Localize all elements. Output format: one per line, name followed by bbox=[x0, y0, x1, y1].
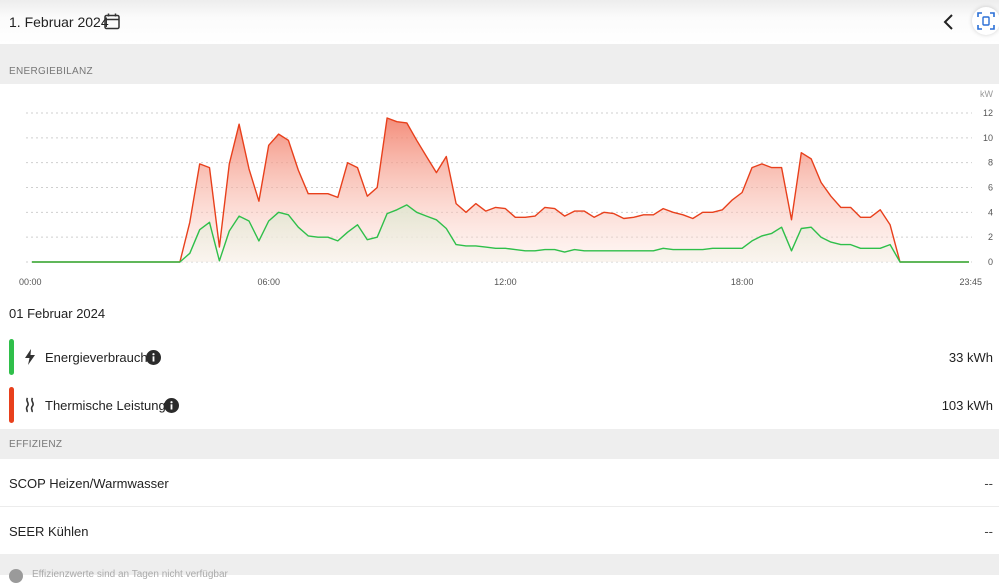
y-tick-label: 12 bbox=[983, 108, 993, 118]
x-tick-label: 23:45 bbox=[959, 277, 982, 287]
info-icon bbox=[9, 569, 23, 583]
consumption-label: Energieverbrauch bbox=[45, 350, 148, 365]
info-icon[interactable] bbox=[146, 350, 161, 365]
scan-button[interactable] bbox=[972, 7, 999, 35]
consumption-value: 33 kWh bbox=[948, 350, 993, 365]
x-tick-label: 00:00 bbox=[19, 277, 42, 287]
seer-row: SEER Kühlen -- bbox=[0, 507, 999, 554]
thermal-row: Thermische Leistung 103 kWh bbox=[0, 387, 999, 423]
summary-date: 01 Februar 2024 bbox=[9, 306, 106, 321]
seer-value: -- bbox=[984, 524, 993, 539]
date-title: 1. Februar 2024 bbox=[9, 14, 109, 30]
chevron-left-icon[interactable] bbox=[942, 13, 956, 31]
info-icon[interactable] bbox=[164, 398, 179, 413]
thermal-label: Thermische Leistung bbox=[45, 398, 166, 413]
thermal-value: 103 kWh bbox=[941, 398, 993, 413]
footer-note: Effizienzwerte sind an Tagen nicht verfü… bbox=[0, 554, 999, 583]
y-tick-label: 0 bbox=[988, 257, 993, 267]
section-header-efficiency: EFFIZIENZ bbox=[0, 429, 999, 459]
series-line bbox=[32, 117, 969, 263]
y-tick-label: 2 bbox=[988, 232, 993, 242]
scop-value: -- bbox=[984, 476, 993, 491]
consumption-row: Energieverbrauch 33 kWh bbox=[0, 339, 999, 375]
series-area bbox=[32, 204, 969, 262]
x-tick-label: 06:00 bbox=[257, 277, 280, 287]
lightning-icon bbox=[25, 349, 35, 365]
scan-icon bbox=[977, 12, 995, 30]
y-tick-label: 8 bbox=[988, 158, 993, 168]
heat-waves-icon bbox=[25, 397, 35, 413]
energy-chart: 0 2 4 6 8 10 12 kW 00:00 06:00 12:00 18:00 23:45 bbox=[19, 89, 994, 287]
y-unit-label: kW bbox=[980, 89, 994, 99]
calendar-icon[interactable] bbox=[104, 13, 120, 30]
top-bar: 1. Februar 2024 bbox=[0, 0, 999, 44]
y-tick-label: 6 bbox=[988, 183, 993, 193]
scop-label: SCOP Heizen/Warmwasser bbox=[9, 476, 169, 491]
x-tick-label: 12:00 bbox=[494, 277, 517, 287]
thermal-color-bar bbox=[9, 387, 14, 423]
seer-label: SEER Kühlen bbox=[9, 524, 89, 539]
y-tick-label: 4 bbox=[988, 207, 993, 217]
y-tick-label: 10 bbox=[983, 133, 993, 143]
section-header-energy: ENERGIEBILANZ bbox=[0, 44, 999, 84]
x-tick-label: 18:00 bbox=[731, 277, 754, 287]
scop-row: SCOP Heizen/Warmwasser -- bbox=[0, 459, 999, 507]
consumption-color-bar bbox=[9, 339, 14, 375]
series-line bbox=[32, 204, 969, 263]
